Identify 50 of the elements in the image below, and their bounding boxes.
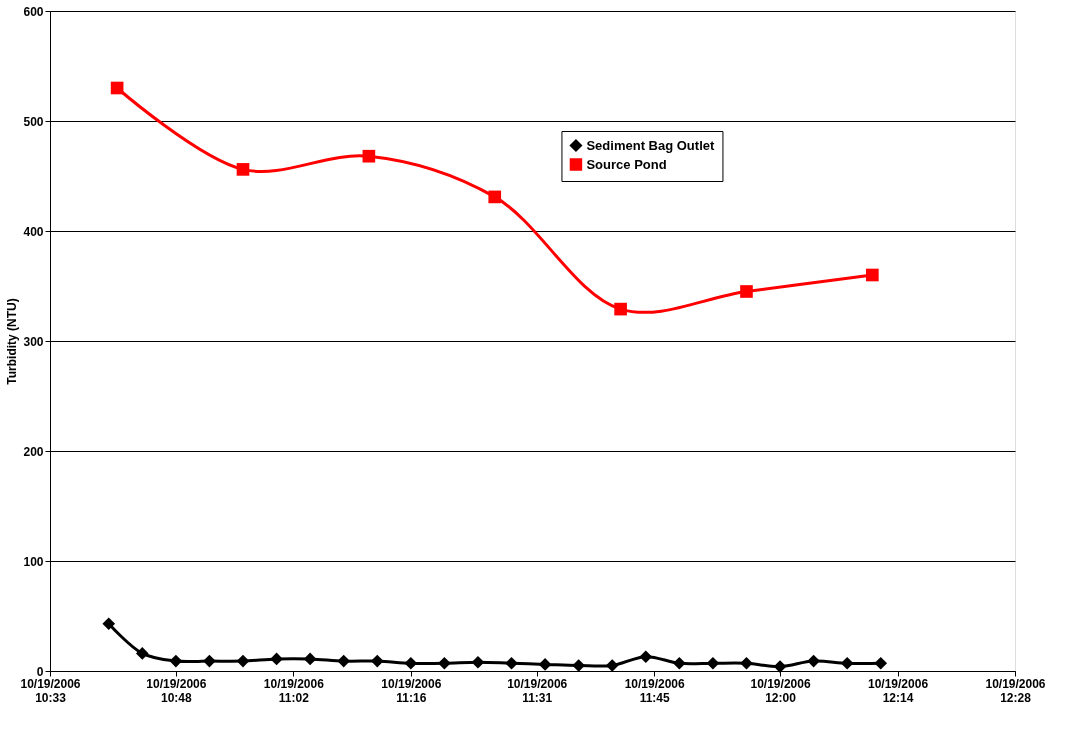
- x-tick-label: 10/19/2006 11:02: [263, 676, 325, 705]
- y-tick-label: 400: [23, 224, 44, 239]
- y-tick-label: 300: [23, 334, 44, 349]
- point: [706, 656, 720, 670]
- point: [135, 647, 149, 660]
- x-tick-label: 10/19/2006 11:45: [624, 676, 686, 705]
- y-tick-label: 600: [23, 4, 44, 19]
- point: [270, 652, 283, 666]
- y-tick-label: 200: [23, 444, 44, 459]
- point: [362, 149, 376, 163]
- x-tick-label: 10/19/2006 10:33: [20, 676, 81, 705]
- y-tick-label: 0: [36, 664, 44, 679]
- x-tick-label: 10/19/2006 12:00: [750, 676, 811, 705]
- point: [236, 654, 250, 668]
- point: [102, 617, 116, 631]
- point: [807, 654, 820, 668]
- point: [505, 656, 518, 670]
- point: [303, 652, 317, 666]
- point: [773, 660, 787, 673]
- point: [614, 302, 627, 316]
- y-tick-label: 500: [23, 114, 44, 129]
- point: [488, 190, 502, 204]
- legend-label: Sediment Bag Outlet: [586, 137, 715, 153]
- point: [169, 654, 183, 668]
- y-axis-title: Turbidity (NTU): [5, 298, 20, 385]
- point: [740, 656, 753, 670]
- point: [337, 654, 351, 668]
- point: [673, 656, 686, 670]
- point: [639, 650, 653, 664]
- y-tick-label: 100: [23, 554, 44, 569]
- x-tick-label: 10/19/2006 12:28: [985, 676, 1046, 705]
- point: [605, 659, 619, 672]
- point: [866, 268, 879, 282]
- x-tick-label: 10/19/2006 12:14: [867, 676, 929, 705]
- point: [874, 656, 888, 670]
- x-tick-label: 10/19/2006 11:16: [381, 676, 442, 705]
- point: [236, 163, 250, 176]
- point: [572, 659, 585, 672]
- point: [110, 81, 124, 95]
- legend-label: Source Pond: [586, 156, 667, 172]
- point: [404, 656, 418, 670]
- point: [538, 658, 552, 671]
- point: [471, 655, 485, 669]
- point: [740, 285, 753, 298]
- x-tick-label: 10/19/2006 10:48: [146, 676, 207, 705]
- point: [438, 656, 451, 670]
- x-tick-label: 10/19/2006 11:31: [507, 676, 568, 705]
- point: [370, 654, 384, 668]
- point: [840, 656, 854, 670]
- point: [203, 654, 216, 668]
